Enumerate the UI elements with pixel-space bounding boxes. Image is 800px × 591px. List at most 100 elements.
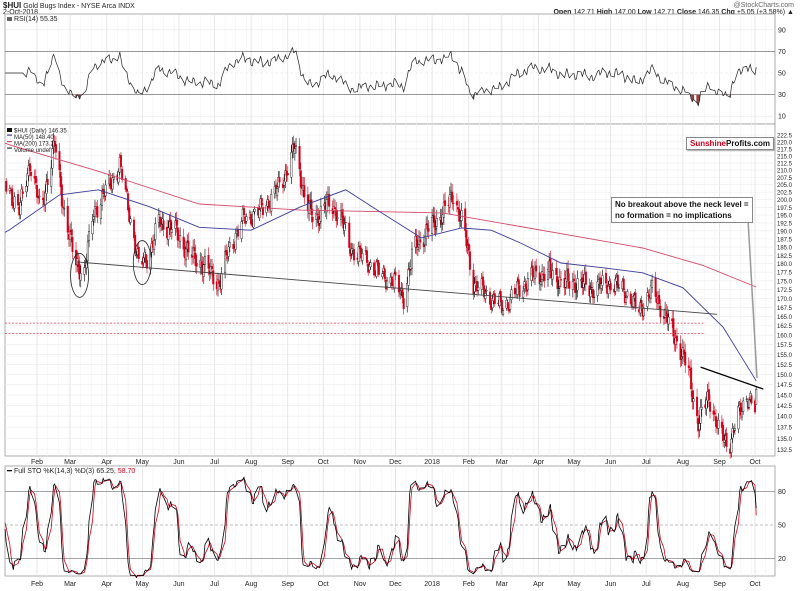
- price-tick-label: 220.0: [777, 140, 793, 146]
- annotation-line1: No breakout above the neck level =: [615, 200, 749, 209]
- candle-body: [348, 222, 351, 248]
- candle-body: [589, 289, 592, 297]
- candle-body: [310, 199, 313, 216]
- price-tick-label: 200.0: [777, 198, 793, 204]
- chg-value: +5.05 (+3.58%) ▲: [736, 9, 794, 16]
- candle-body: [590, 286, 593, 288]
- candle-body: [444, 200, 447, 206]
- candle-body: [260, 198, 263, 206]
- candle-body: [481, 276, 484, 286]
- candle-body: [187, 240, 190, 253]
- candle-body: [51, 148, 54, 169]
- x-tick-label: Jun: [605, 581, 616, 588]
- candle-body: [368, 264, 371, 271]
- x-tick-label: Jun: [173, 459, 184, 466]
- candle-body: [375, 261, 378, 277]
- candle-body: [357, 246, 360, 263]
- candle-body: [700, 406, 703, 410]
- sto-tick-label: 80: [778, 489, 786, 496]
- candle-body: [658, 295, 661, 305]
- price-tick-label: 142.5: [777, 404, 793, 410]
- candle-body: [17, 194, 20, 206]
- x-tick-label: Apr: [101, 581, 113, 588]
- candle-body: [568, 281, 571, 289]
- sto-tick-label: 50: [778, 523, 786, 530]
- candle-body: [531, 265, 534, 276]
- x-tick-label: Mar: [496, 459, 509, 466]
- x-tick-label: Sep: [282, 459, 295, 466]
- candle-body: [93, 206, 96, 217]
- candle-body: [276, 188, 279, 196]
- candle-body: [211, 266, 214, 270]
- candle-body: [526, 277, 529, 291]
- x-tick-label: Oct: [318, 459, 329, 466]
- candle-body: [225, 250, 228, 256]
- candle-body: [640, 299, 643, 308]
- candle-body: [499, 291, 502, 300]
- candle-body: [227, 246, 230, 257]
- price-tick-label: 212.5: [777, 161, 793, 167]
- candle-body: [625, 297, 628, 303]
- candle-body: [179, 235, 182, 242]
- candle-body: [220, 273, 223, 290]
- candle-body: [38, 195, 41, 198]
- price-tick-label: 162.5: [777, 324, 793, 330]
- candle-body: [506, 301, 509, 308]
- candle-body: [591, 289, 594, 299]
- candle-body: [343, 224, 346, 231]
- chg-label: Chg: [721, 9, 735, 16]
- candle-body: [725, 433, 728, 447]
- candle-body: [518, 285, 521, 297]
- sto-legend: Full STO %K(14,3) %D(3) 65.25, 58.70: [14, 468, 135, 475]
- logo-part1: Sunshine: [690, 139, 727, 148]
- candle-body: [737, 405, 740, 430]
- candle-body: [169, 219, 172, 231]
- candle-body: [290, 152, 293, 178]
- candle-body: [162, 220, 165, 230]
- x-tick-label: Apr: [101, 459, 113, 466]
- logo: SunshineProfits.com: [686, 137, 775, 150]
- candle-body: [381, 273, 384, 277]
- candle-body: [659, 305, 662, 318]
- price-tick-label: 182.5: [777, 254, 793, 260]
- candle-body: [71, 236, 74, 252]
- price-tick-label: 217.5: [777, 147, 793, 153]
- x-tick-label: Oct: [318, 581, 329, 588]
- candle-body: [742, 400, 745, 412]
- candle-body: [691, 390, 694, 403]
- candle-body: [36, 184, 39, 198]
- price-tick-label: 157.5: [777, 343, 793, 349]
- candle-body: [489, 291, 492, 305]
- candle-body: [111, 177, 114, 190]
- date: 2-Oct-2018: [3, 9, 39, 16]
- x-tick-label: Aug: [245, 459, 258, 466]
- x-tick-label: Dec: [389, 581, 402, 588]
- candle-body: [129, 218, 132, 223]
- candle-body: [125, 188, 128, 192]
- candle-body: [58, 151, 61, 171]
- annotation-box: No breakout above the neck level = no fo…: [611, 197, 753, 223]
- candle-body: [533, 267, 536, 280]
- symbol: $HUI: [3, 1, 22, 10]
- price-tick-label: 190.0: [777, 229, 793, 235]
- candle-body: [484, 293, 487, 299]
- candle-body: [127, 193, 130, 211]
- candle-body: [282, 183, 285, 188]
- candle-body: [564, 278, 567, 288]
- price-tick-label: 215.0: [777, 154, 793, 160]
- high-label: High: [596, 9, 613, 16]
- candle-body: [299, 170, 302, 188]
- candle-body: [182, 236, 185, 250]
- candle-body: [407, 268, 410, 286]
- price-tick-label: 150.0: [777, 373, 793, 379]
- price-tick-label: 167.5: [777, 306, 793, 312]
- candle-body: [195, 263, 198, 267]
- circled-low: [132, 240, 152, 285]
- candle-body: [754, 400, 757, 413]
- candle-body: [558, 276, 561, 287]
- candle-body: [556, 276, 559, 289]
- x-tick-label: Oct: [750, 581, 761, 588]
- candle-body: [397, 274, 400, 293]
- candle-body: [44, 191, 47, 206]
- candle-body: [452, 202, 455, 204]
